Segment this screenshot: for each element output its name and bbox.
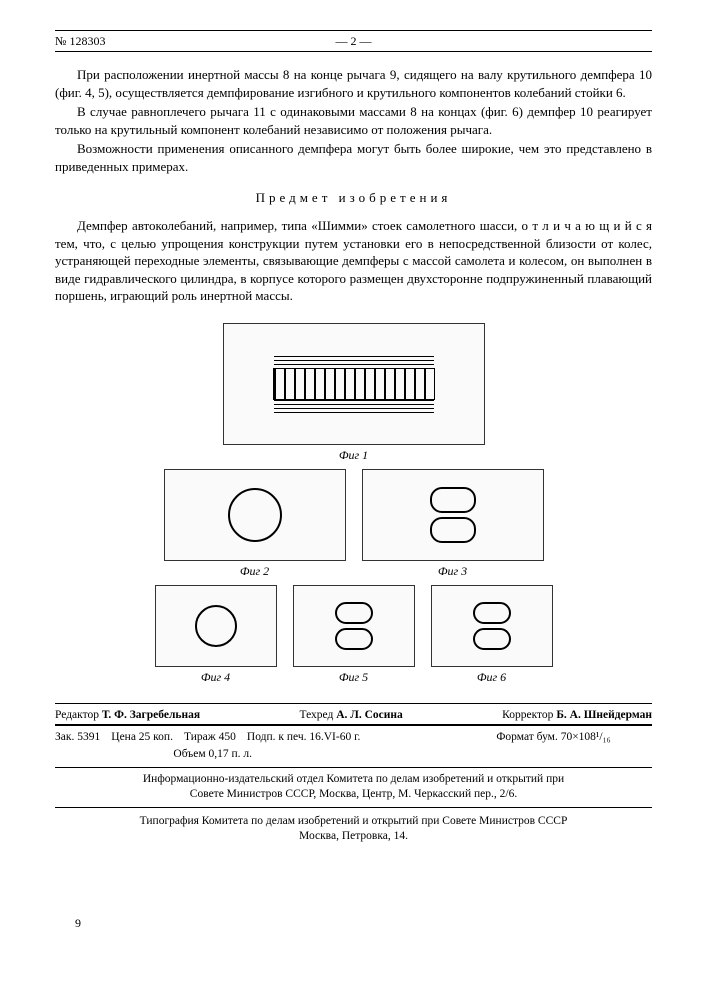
figure-4-label: Фиг 4 [155, 669, 277, 685]
paragraph-2: В случае равноплечего рычага 11 с одинак… [55, 103, 652, 138]
figure-4 [155, 585, 277, 667]
typography-line2: Москва, Петровка, 14. [55, 829, 652, 845]
tire-stack-icon [430, 487, 476, 543]
format: Формат бум. 70×108¹/₁₆ [455, 730, 652, 746]
sheet-number: 9 [75, 915, 652, 931]
wheel-icon [195, 605, 237, 647]
publisher-line2: Совете Министров СССР, Москва, Центр, М.… [55, 787, 652, 803]
techred: Техред А. Л. Сосина [300, 708, 403, 724]
figure-2-wrap: Фиг 2 [164, 469, 346, 579]
figure-5 [293, 585, 415, 667]
spring-icon [273, 368, 435, 400]
page: № 128303 — 2 — № 128303 При расположении… [0, 0, 707, 971]
doc-number: № 128303 [55, 33, 105, 49]
tire-stack-icon [473, 602, 511, 650]
figure-5-label: Фиг 5 [293, 669, 415, 685]
volume: Объем 0,17 п. л. [55, 747, 252, 763]
publisher-line1: Информационно-издательский отдел Комитет… [55, 772, 652, 788]
figure-5-wrap: Фиг 5 [293, 585, 415, 685]
wheel-icon [228, 488, 282, 542]
figure-6 [431, 585, 553, 667]
typography-line1: Типография Комитета по делам изобретений… [55, 814, 652, 830]
page-number: — 2 — [105, 33, 601, 49]
figure-6-wrap: Фиг 6 [431, 585, 553, 685]
figure-1-wrap: Фиг 1 [144, 323, 564, 463]
imprint-row: Зак. 5391 Цена 25 коп. Тираж 450 Подп. к… [55, 724, 652, 768]
page-header: № 128303 — 2 — № 128303 [55, 30, 652, 52]
tire-stack-icon [335, 602, 373, 650]
figure-2-label: Фиг 2 [164, 563, 346, 579]
section-heading: Предмет изобретения [55, 189, 652, 207]
paragraph-3: Возможности применения описанного демпфе… [55, 140, 652, 175]
order-no: Зак. 5391 [55, 730, 100, 746]
figure-3-wrap: Фиг 3 [362, 469, 544, 579]
figure-1-label: Фиг 1 [144, 447, 564, 463]
publisher-info: Информационно-издательский отдел Комитет… [55, 772, 652, 808]
figure-2 [164, 469, 346, 561]
corrector: Корректор Б. А. Шнейдерман [502, 708, 652, 724]
figure-3-label: Фиг 3 [362, 563, 544, 579]
credits-row: Редактор Т. Ф. Загребельная Техред А. Л.… [55, 703, 652, 724]
figure-3 [362, 469, 544, 561]
figure-1 [223, 323, 485, 445]
figures-block: Фиг 1 Фиг 2 Фиг 3 [144, 323, 564, 686]
figure-4-wrap: Фиг 4 [155, 585, 277, 685]
typography-info: Типография Комитета по делам изобретений… [55, 814, 652, 845]
price: Цена 25 коп. [111, 730, 173, 746]
signed-date: Подп. к печ. 16.VI-60 г. [247, 730, 444, 746]
figure-6-label: Фиг 6 [431, 669, 553, 685]
claim-paragraph: Демпфер автоколебаний, например, типа «Ш… [55, 217, 652, 305]
tirazh: Тираж 450 [184, 730, 236, 746]
editor: Редактор Т. Ф. Загребельная [55, 708, 200, 724]
paragraph-1: При расположении инертной массы 8 на кон… [55, 66, 652, 101]
